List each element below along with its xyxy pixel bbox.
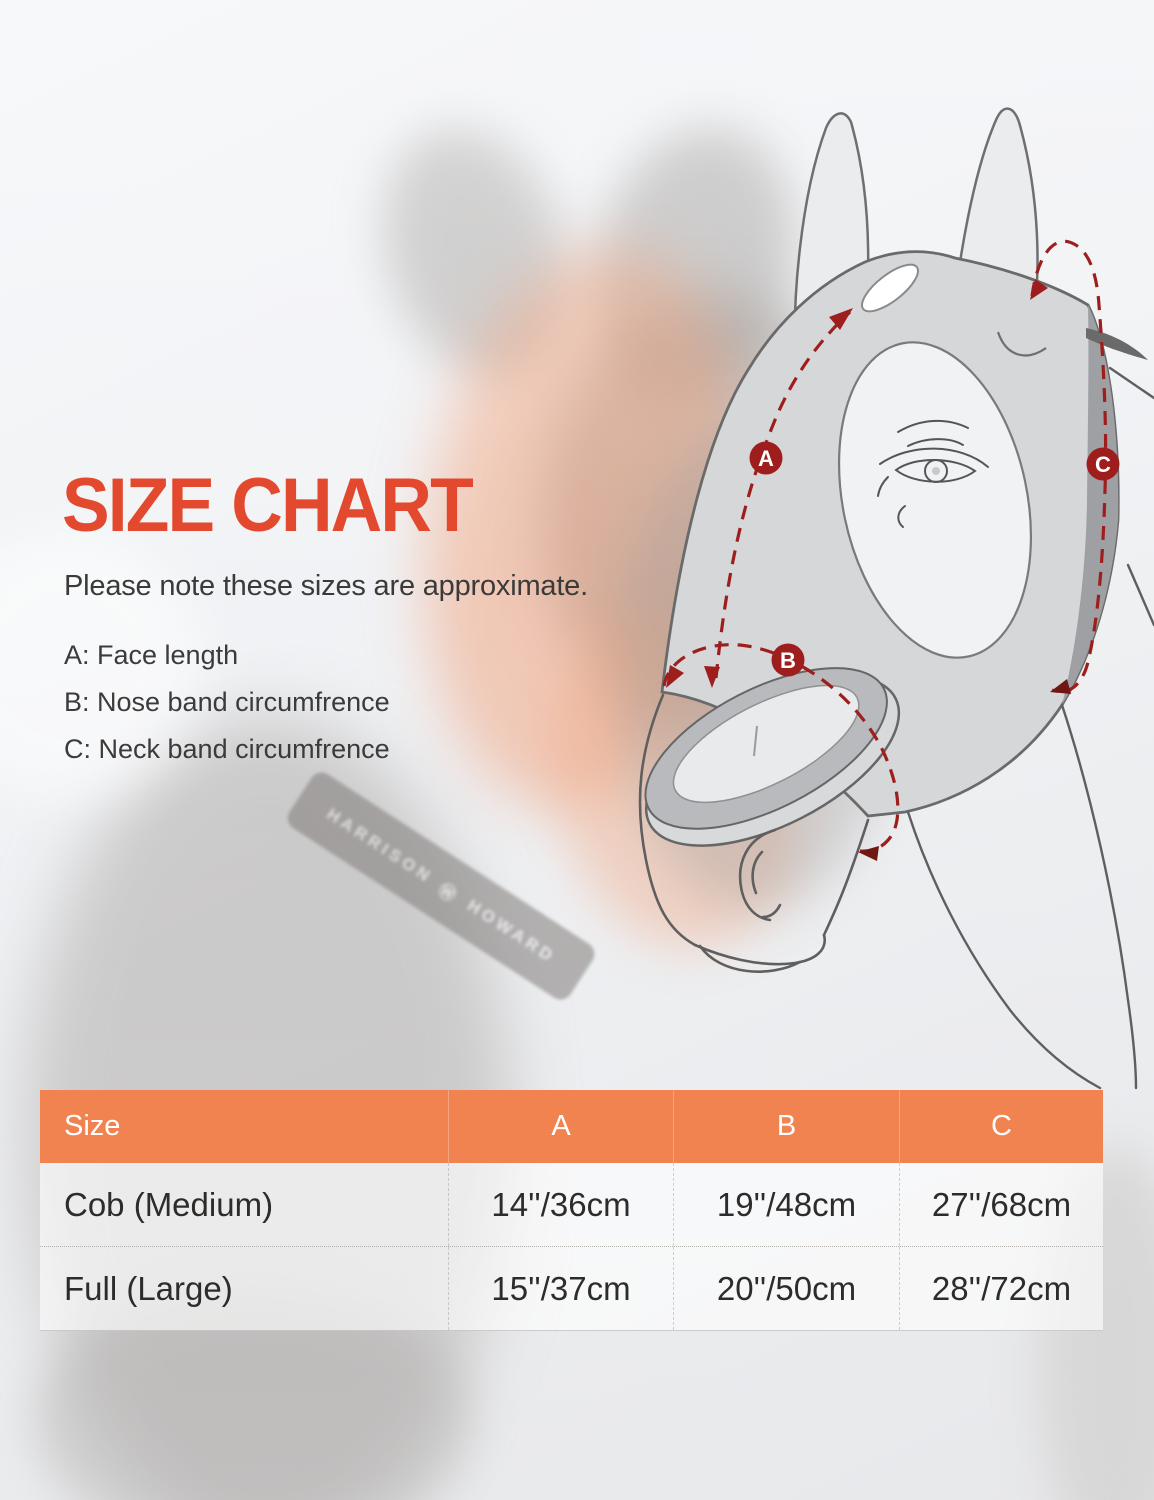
legend-item-c: C: Neck band circumfrence [64, 734, 390, 764]
cell-a-value: 14''/36cm [448, 1163, 673, 1246]
column-header-c: C [899, 1090, 1103, 1163]
cell-size-name: Cob (Medium) [64, 1185, 274, 1223]
table-row-full-large: Full (Large) 15''/37cm 20''/50cm 28''/72… [40, 1246, 1103, 1331]
cell-b-value: 19''/48cm [673, 1163, 899, 1246]
column-header-a: A [448, 1090, 673, 1163]
size-table: Size A B C Cob (Medium) 14''/36cm 19''/4… [40, 1090, 1103, 1331]
table-row-cob-medium: Cob (Medium) 14''/36cm 19''/48cm 27''/68… [40, 1163, 1103, 1246]
page-title: SIZE CHART [62, 463, 474, 548]
cell-a-value: 15''/37cm [448, 1247, 673, 1330]
size-table-header: Size A B C [40, 1090, 1103, 1163]
legend-item-b: B: Nose band circumfrence [64, 687, 390, 717]
cell-size-name: Full (Large) [64, 1269, 233, 1307]
column-header-size: Size [64, 1110, 121, 1142]
column-header-b: B [673, 1090, 899, 1163]
page-subtitle: Please note these sizes are approximate. [64, 570, 588, 602]
measurement-legend: A: Face length B: Nose band circumfrence… [64, 640, 390, 781]
cell-c-value: 27''/68cm [899, 1163, 1103, 1246]
cell-b-value: 20''/50cm [673, 1247, 899, 1330]
legend-item-a: A: Face length [64, 640, 239, 670]
cell-c-value: 28''/72cm [899, 1247, 1103, 1330]
